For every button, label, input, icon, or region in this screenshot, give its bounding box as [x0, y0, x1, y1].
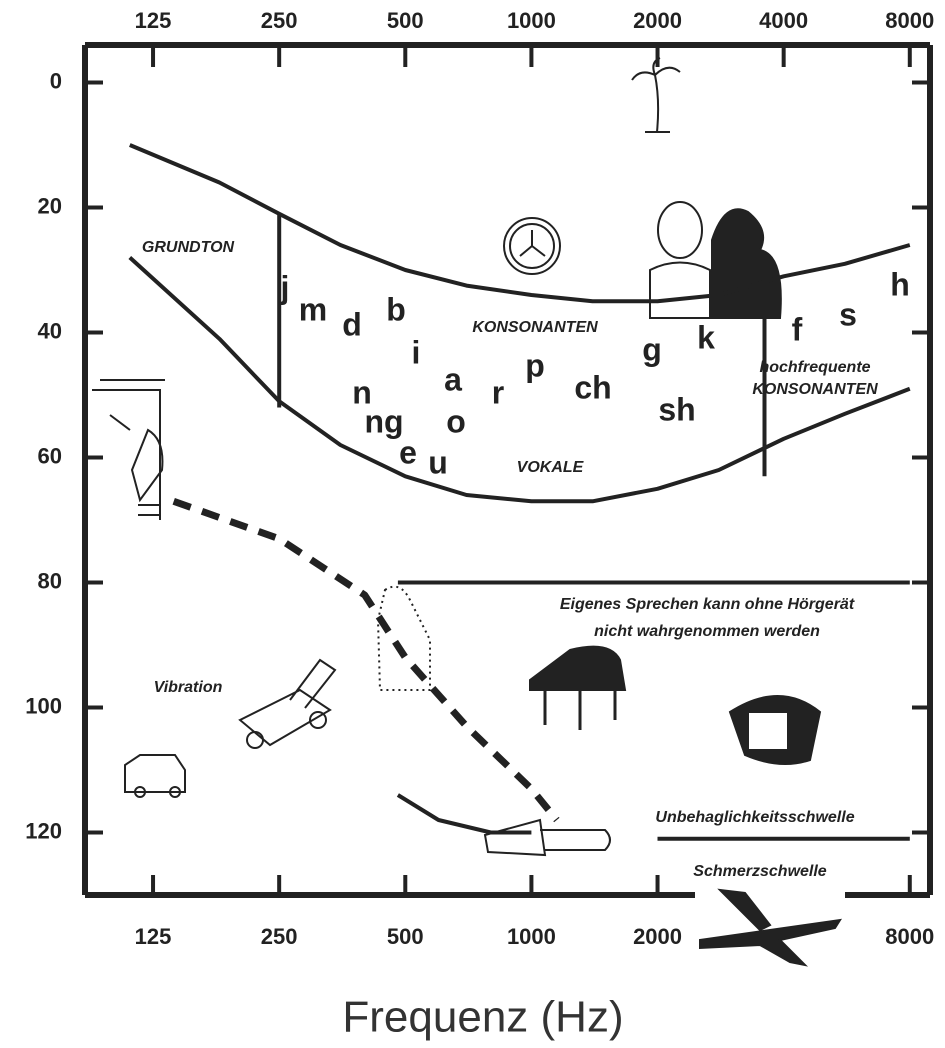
y-tick-label: 40: [38, 318, 62, 343]
phoneme: ch: [574, 369, 611, 405]
phone-icon: [728, 695, 822, 765]
annotation: GRUNDTON: [142, 239, 235, 256]
x-axis-title: Frequenz (Hz): [342, 993, 623, 1042]
annotation: KONSONANTEN: [472, 319, 598, 336]
curve: [396, 793, 532, 835]
phoneme: i: [412, 334, 421, 370]
x-tick-label-bottom: 1000: [507, 924, 556, 949]
car-icon: [124, 754, 186, 798]
y-tick-label: 0: [50, 68, 62, 93]
x-tick-label-top: 125: [135, 8, 172, 33]
annotation: Schmerzschwelle: [693, 863, 827, 880]
phoneme: ng: [364, 403, 403, 439]
x-tick-label-bottom: 125: [135, 924, 172, 949]
annotation: Vibration: [154, 679, 223, 696]
phoneme: a: [444, 361, 462, 397]
x-tick-label-top: 2000: [633, 8, 682, 33]
phoneme: p: [525, 347, 545, 383]
clock-icon: [503, 217, 561, 275]
y-tick-label: 80: [38, 568, 62, 593]
rain-icon: [376, 585, 431, 691]
dashed-line: [172, 498, 560, 823]
x-tick-label-bottom: 250: [261, 924, 298, 949]
phoneme: n: [352, 374, 372, 410]
phoneme: e: [399, 434, 417, 470]
phoneme: o: [446, 403, 466, 439]
y-tick-label: 20: [38, 193, 62, 218]
y-tick-label: 120: [25, 818, 62, 843]
phoneme: u: [428, 444, 448, 480]
phoneme: g: [642, 331, 662, 367]
y-tick-label: 100: [25, 693, 62, 718]
palm-icon: [631, 57, 681, 133]
x-tick-label-top: 1000: [507, 8, 556, 33]
annotation: VOKALE: [517, 459, 585, 476]
phoneme: k: [697, 319, 715, 355]
annotation: nicht wahrgenommen werden: [594, 623, 820, 640]
x-tick-label-bottom: 500: [387, 924, 424, 949]
phoneme: s: [839, 296, 857, 332]
chainsaw-icon: [483, 818, 611, 857]
phoneme: r: [492, 374, 504, 410]
mower-icon: [238, 658, 337, 749]
plane-icon: [699, 888, 842, 967]
annotation: Eigenes Sprechen kann ohne Hörgerät: [560, 596, 855, 613]
x-tick-label-top: 250: [261, 8, 298, 33]
icons: [92, 57, 842, 967]
piano-icon: [529, 645, 627, 730]
y-tick-label: 60: [38, 443, 62, 468]
phoneme: f: [792, 311, 803, 347]
frame: [82, 42, 933, 898]
phoneme: m: [299, 291, 327, 327]
annotation: Unbehaglichkeitsschwelle: [655, 809, 854, 826]
worker-icon: [92, 379, 165, 520]
phoneme: j: [280, 269, 290, 305]
x-tick-label-top: 8000: [885, 8, 934, 33]
curve: [129, 143, 911, 304]
x-tick-label-top: 4000: [759, 8, 808, 33]
x-tick-label-top: 500: [387, 8, 424, 33]
phoneme: d: [342, 306, 362, 342]
x-tick-label-bottom: 2000: [633, 924, 682, 949]
phoneme: sh: [658, 391, 695, 427]
annotation: hochfrequente: [759, 359, 870, 376]
x-tick-label-bottom: 8000: [885, 924, 934, 949]
phoneme: h: [890, 266, 910, 302]
phoneme: b: [386, 291, 406, 327]
annotation: KONSONANTEN: [752, 381, 878, 398]
